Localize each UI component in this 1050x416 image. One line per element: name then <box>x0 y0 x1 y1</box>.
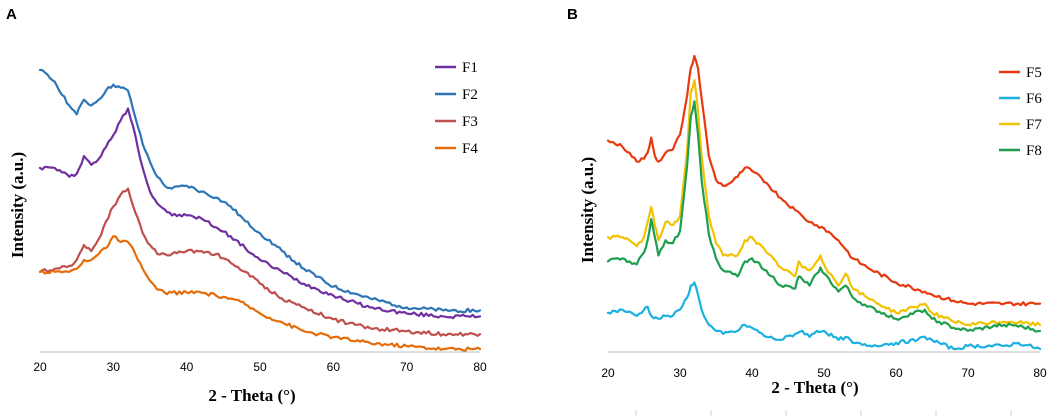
panel-a-legend: F1 F2 F3 F4 <box>435 60 478 157</box>
panel-a: A 20 30 40 50 60 70 80 2 - Theta (°) Intensity… <box>6 6 487 405</box>
panel-b-x-ticks: 20 30 40 50 60 70 80 <box>601 366 1047 380</box>
panel-b-x-tick-label: 60 <box>889 366 903 380</box>
panel-b-y-axis-title: Intensity (a.u.) <box>578 157 597 263</box>
legend-label-f3: F3 <box>462 114 478 130</box>
series-line-f4 <box>38 235 482 352</box>
legend-label-f1: F1 <box>462 60 478 76</box>
panel-b-x-tick-label: 30 <box>673 366 687 380</box>
panel-a-x-tick-label: 30 <box>107 360 121 374</box>
panel-a-x-ticks: 20 30 40 50 60 70 80 <box>33 360 487 374</box>
panel-b-legend: F5 F6 F7 F8 <box>999 65 1042 159</box>
panel-a-y-axis-title: Intensity (a.u.) <box>8 152 27 258</box>
panel-b: B 20 30 40 50 60 70 80 2 - Theta (°) Intensity… <box>567 6 1047 416</box>
panel-b-x-tick-label: 70 <box>961 366 975 380</box>
panel-a-x-tick-label: 70 <box>400 360 414 374</box>
panel-b-letter: B <box>567 6 578 23</box>
panel-b-x-tick-label: 20 <box>601 366 615 380</box>
panel-a-x-tick-label: 20 <box>33 360 47 374</box>
series-line-f1 <box>38 107 482 320</box>
panel-a-x-tick-label: 80 <box>473 360 487 374</box>
series-line-f3 <box>38 187 482 337</box>
series-line-f8 <box>606 100 1042 333</box>
legend-label-f2: F2 <box>462 87 478 103</box>
panel-b-bottom-marks <box>635 410 1012 416</box>
panel-b-x-tick-label: 50 <box>817 366 831 380</box>
series-line-f7 <box>606 79 1042 327</box>
panel-a-x-tick-label: 50 <box>253 360 267 374</box>
panel-b-x-axis-title: 2 - Theta (°) <box>771 378 858 397</box>
panel-a-x-tick-label: 40 <box>180 360 194 374</box>
panel-b-x-tick-label: 40 <box>745 366 759 380</box>
panel-a-x-axis-title: 2 - Theta (°) <box>208 386 295 405</box>
panel-b-series <box>606 54 1042 351</box>
legend-label-f5: F5 <box>1026 65 1042 81</box>
series-line-f6 <box>606 281 1042 351</box>
legend-label-f7: F7 <box>1026 117 1042 133</box>
legend-label-f6: F6 <box>1026 91 1042 107</box>
panel-a-letter: A <box>6 6 17 23</box>
legend-label-f8: F8 <box>1026 143 1042 159</box>
series-line-f5 <box>606 54 1042 307</box>
panel-a-series <box>38 68 482 352</box>
panel-b-x-tick-label: 80 <box>1033 366 1047 380</box>
panel-a-x-tick-label: 60 <box>327 360 341 374</box>
series-line-f2 <box>38 68 482 314</box>
legend-label-f4: F4 <box>462 141 478 157</box>
